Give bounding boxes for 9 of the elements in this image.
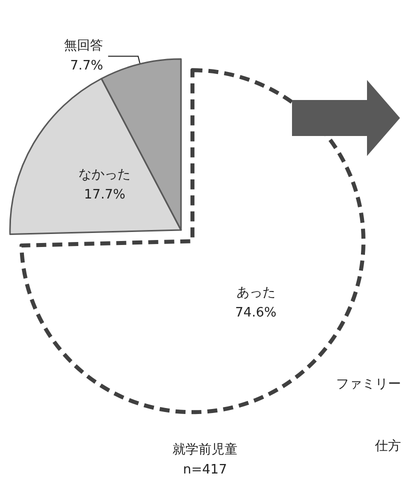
text: 就学前児童 n=417 (172, 442, 238, 478)
data-label: 74.6% (235, 305, 276, 320)
slice-label: なかった (78, 168, 131, 183)
text: ファミリー (336, 377, 401, 392)
data-label: 17.7% (84, 188, 126, 203)
data-label: 7.7% (70, 58, 104, 74)
slice-label: 無回答 (64, 38, 104, 54)
text: 仕方 (374, 438, 401, 454)
slice-label: あった (236, 285, 276, 300)
